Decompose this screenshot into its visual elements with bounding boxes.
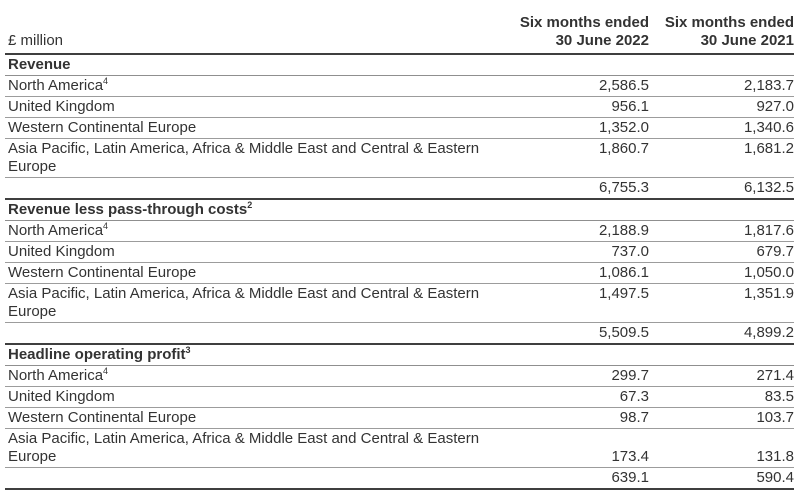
value-2022: 2,586.5 [484,75,649,97]
total-row-spacer [5,322,484,345]
footnote-marker: 4 [103,366,109,376]
value-2021: 1,340.6 [649,117,794,139]
value-2021: 2,183.7 [649,75,794,97]
value-2021: 83.5 [649,386,794,408]
col-header-2022: Six months ended 30 June 2022 [484,13,649,55]
value-2022: 1,860.7 [484,138,649,178]
value-2022: 98.7 [484,407,649,429]
section-total-row: 6,755.3 6,132.5 [5,177,794,200]
value-2021: 1,817.6 [649,220,794,242]
total-row-spacer [5,177,484,200]
row-label: North America4 [5,75,484,97]
row-label: Asia Pacific, Latin America, Africa & Mi… [5,428,484,468]
unit-label: £ million [5,13,484,55]
value-2022: 737.0 [484,241,649,263]
section-heading: Revenue less pass-through costs2 [5,199,794,221]
value-2022: 299.7 [484,365,649,387]
value-2021: 271.4 [649,365,794,387]
table-row: North America4 299.7 271.4 [5,365,794,387]
table-row: United Kingdom 737.0 679.7 [5,241,794,263]
section-total-row: 639.1 590.4 [5,467,794,490]
table-row: United Kingdom 67.3 83.5 [5,386,794,408]
row-label: Asia Pacific, Latin America, Africa & Mi… [5,283,484,323]
table-row: Western Continental Europe 98.7 103.7 [5,407,794,429]
value-2021: 927.0 [649,96,794,118]
table-row: North America4 2,188.9 1,817.6 [5,220,794,242]
table-row: United Kingdom 956.1 927.0 [5,96,794,118]
value-2021: 103.7 [649,407,794,429]
value-2022: 1,086.1 [484,262,649,284]
value-2022: 1,352.0 [484,117,649,139]
col-header-2022-line2: 30 June 2022 [555,32,649,49]
row-label: Asia Pacific, Latin America, Africa & Mi… [5,138,484,178]
total-value-2021: 590.4 [649,467,794,490]
total-row-spacer [5,467,484,490]
total-value-2021: 6,132.5 [649,177,794,200]
col-header-2022-line1: Six months ended [519,14,649,31]
section-heading: Revenue [5,54,794,76]
value-2022: 1,497.5 [484,283,649,323]
row-label: Western Continental Europe [5,117,484,139]
table-header-row: £ million Six months ended 30 June 2022 … [5,13,794,55]
table-row: Asia Pacific, Latin America, Africa & Mi… [5,138,794,178]
col-header-2021-line2: 30 June 2021 [700,32,794,49]
segment-results-table: £ million Six months ended 30 June 2022 … [5,13,794,490]
value-2022: 173.4 [484,428,649,468]
section-heading-row: Revenue [5,54,794,76]
row-label: United Kingdom [5,241,484,263]
total-value-2022: 6,755.3 [484,177,649,200]
table-row: Western Continental Europe 1,352.0 1,340.6 [5,117,794,139]
value-2021: 1,050.0 [649,262,794,284]
value-2021: 131.8 [649,428,794,468]
value-2021: 679.7 [649,241,794,263]
row-label: North America4 [5,365,484,387]
value-2022: 2,188.9 [484,220,649,242]
total-value-2022: 5,509.5 [484,322,649,345]
table-row: North America4 2,586.5 2,183.7 [5,75,794,97]
section-heading-row: Revenue less pass-through costs2 [5,199,794,221]
footnote-marker: 3 [185,345,191,355]
value-2021: 1,681.2 [649,138,794,178]
row-label: United Kingdom [5,386,484,408]
footnote-marker: 4 [103,76,109,86]
value-2022: 67.3 [484,386,649,408]
value-2021: 1,351.9 [649,283,794,323]
row-label: Western Continental Europe [5,262,484,284]
footnote-marker: 4 [103,221,109,231]
table-row: Asia Pacific, Latin America, Africa & Mi… [5,428,794,468]
row-label: United Kingdom [5,96,484,118]
footnote-marker: 2 [247,200,253,210]
total-value-2022: 639.1 [484,467,649,490]
value-2022: 956.1 [484,96,649,118]
col-header-2021-line1: Six months ended [664,14,794,31]
col-header-2021: Six months ended 30 June 2021 [649,13,794,55]
row-label: Western Continental Europe [5,407,484,429]
section-total-row: 5,509.5 4,899.2 [5,322,794,345]
total-value-2021: 4,899.2 [649,322,794,345]
section-heading-row: Headline operating profit3 [5,344,794,366]
table-row: Asia Pacific, Latin America, Africa & Mi… [5,283,794,323]
section-heading: Headline operating profit3 [5,344,794,366]
row-label: North America4 [5,220,484,242]
table-row: Western Continental Europe 1,086.1 1,050.0 [5,262,794,284]
